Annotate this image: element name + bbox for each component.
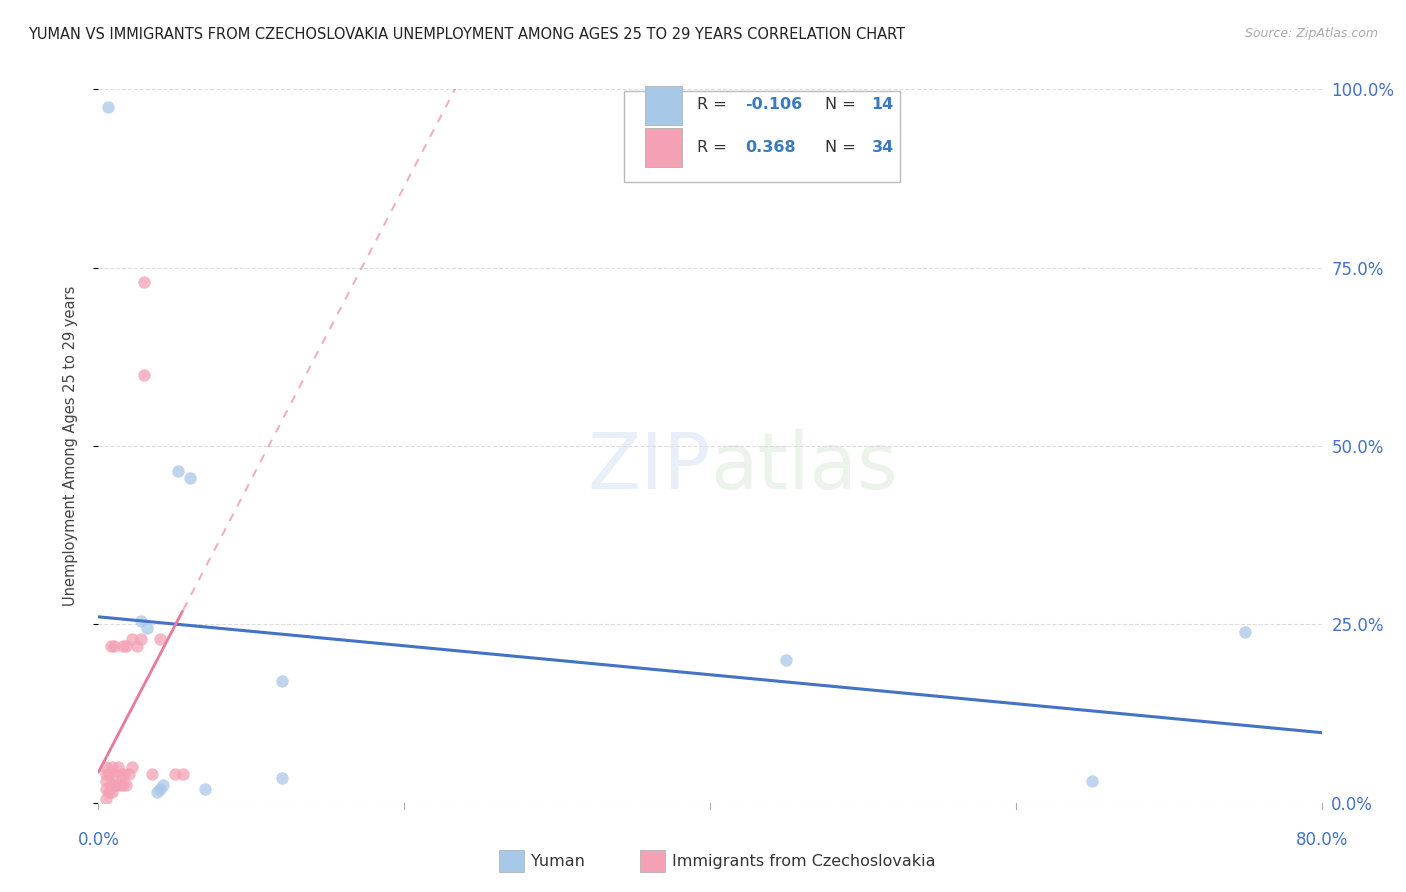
Point [167,464,190,478]
Point [1234,624,1257,639]
Point [149,781,172,796]
Text: Source: ZipAtlas.com: Source: ZipAtlas.com [1244,27,1378,40]
Text: N =: N = [825,139,860,154]
Point [270,674,292,689]
Text: YUMAN VS IMMIGRANTS FROM CZECHOSLOVAKIA UNEMPLOYMENT AMONG AGES 25 TO 29 YEARS C: YUMAN VS IMMIGRANTS FROM CZECHOSLOVAKIA … [28,27,905,42]
Point [163,767,186,781]
Point [149,632,172,646]
Point [98,767,121,781]
Point [111,639,134,653]
Y-axis label: Unemployment Among Ages 25 to 29 years: Unemployment Among Ages 25 to 29 years [63,285,77,607]
Text: ZIP: ZIP [588,429,710,506]
Text: -0.106: -0.106 [745,97,803,112]
Point [98,785,121,799]
Point [152,778,174,792]
Point [94,767,117,781]
Point [111,778,134,792]
Point [103,778,125,792]
Text: N =: N = [825,97,860,112]
Text: 0.368: 0.368 [745,139,796,154]
Point [110,767,132,781]
Point [172,767,194,781]
Text: R =: R = [696,97,731,112]
Point [115,778,138,792]
Point [101,785,124,799]
Point [118,767,141,781]
Text: 80.0%: 80.0% [1295,831,1348,849]
Point [107,760,129,774]
Text: 0.0%: 0.0% [77,831,120,849]
Point [1081,774,1104,789]
Point [134,275,156,289]
Point [94,781,117,796]
Text: R =: R = [696,139,737,154]
Point [103,639,125,653]
Point [194,781,217,796]
FancyBboxPatch shape [624,91,900,182]
Bar [645,86,682,125]
Point [115,639,138,653]
Point [112,767,135,781]
Point [94,792,117,806]
Point [136,621,159,635]
Text: 14: 14 [872,97,894,112]
Point [97,100,120,114]
Text: Yuman: Yuman [531,855,585,869]
Point [121,632,143,646]
Point [101,760,124,774]
Text: atlas: atlas [710,429,897,506]
Point [125,639,148,653]
Point [121,760,143,774]
Point [141,767,163,781]
Point [100,778,122,792]
Point [94,760,117,774]
Bar [645,128,682,167]
Point [105,778,128,792]
Point [108,778,131,792]
Point [129,614,152,628]
Point [179,471,201,485]
Point [145,785,167,799]
Point [775,653,797,667]
Text: 34: 34 [872,139,894,154]
Point [94,774,117,789]
Text: Immigrants from Czechoslovakia: Immigrants from Czechoslovakia [672,855,935,869]
Point [134,368,156,382]
Point [129,632,152,646]
Point [270,771,292,785]
Point [103,767,125,781]
Point [100,639,122,653]
